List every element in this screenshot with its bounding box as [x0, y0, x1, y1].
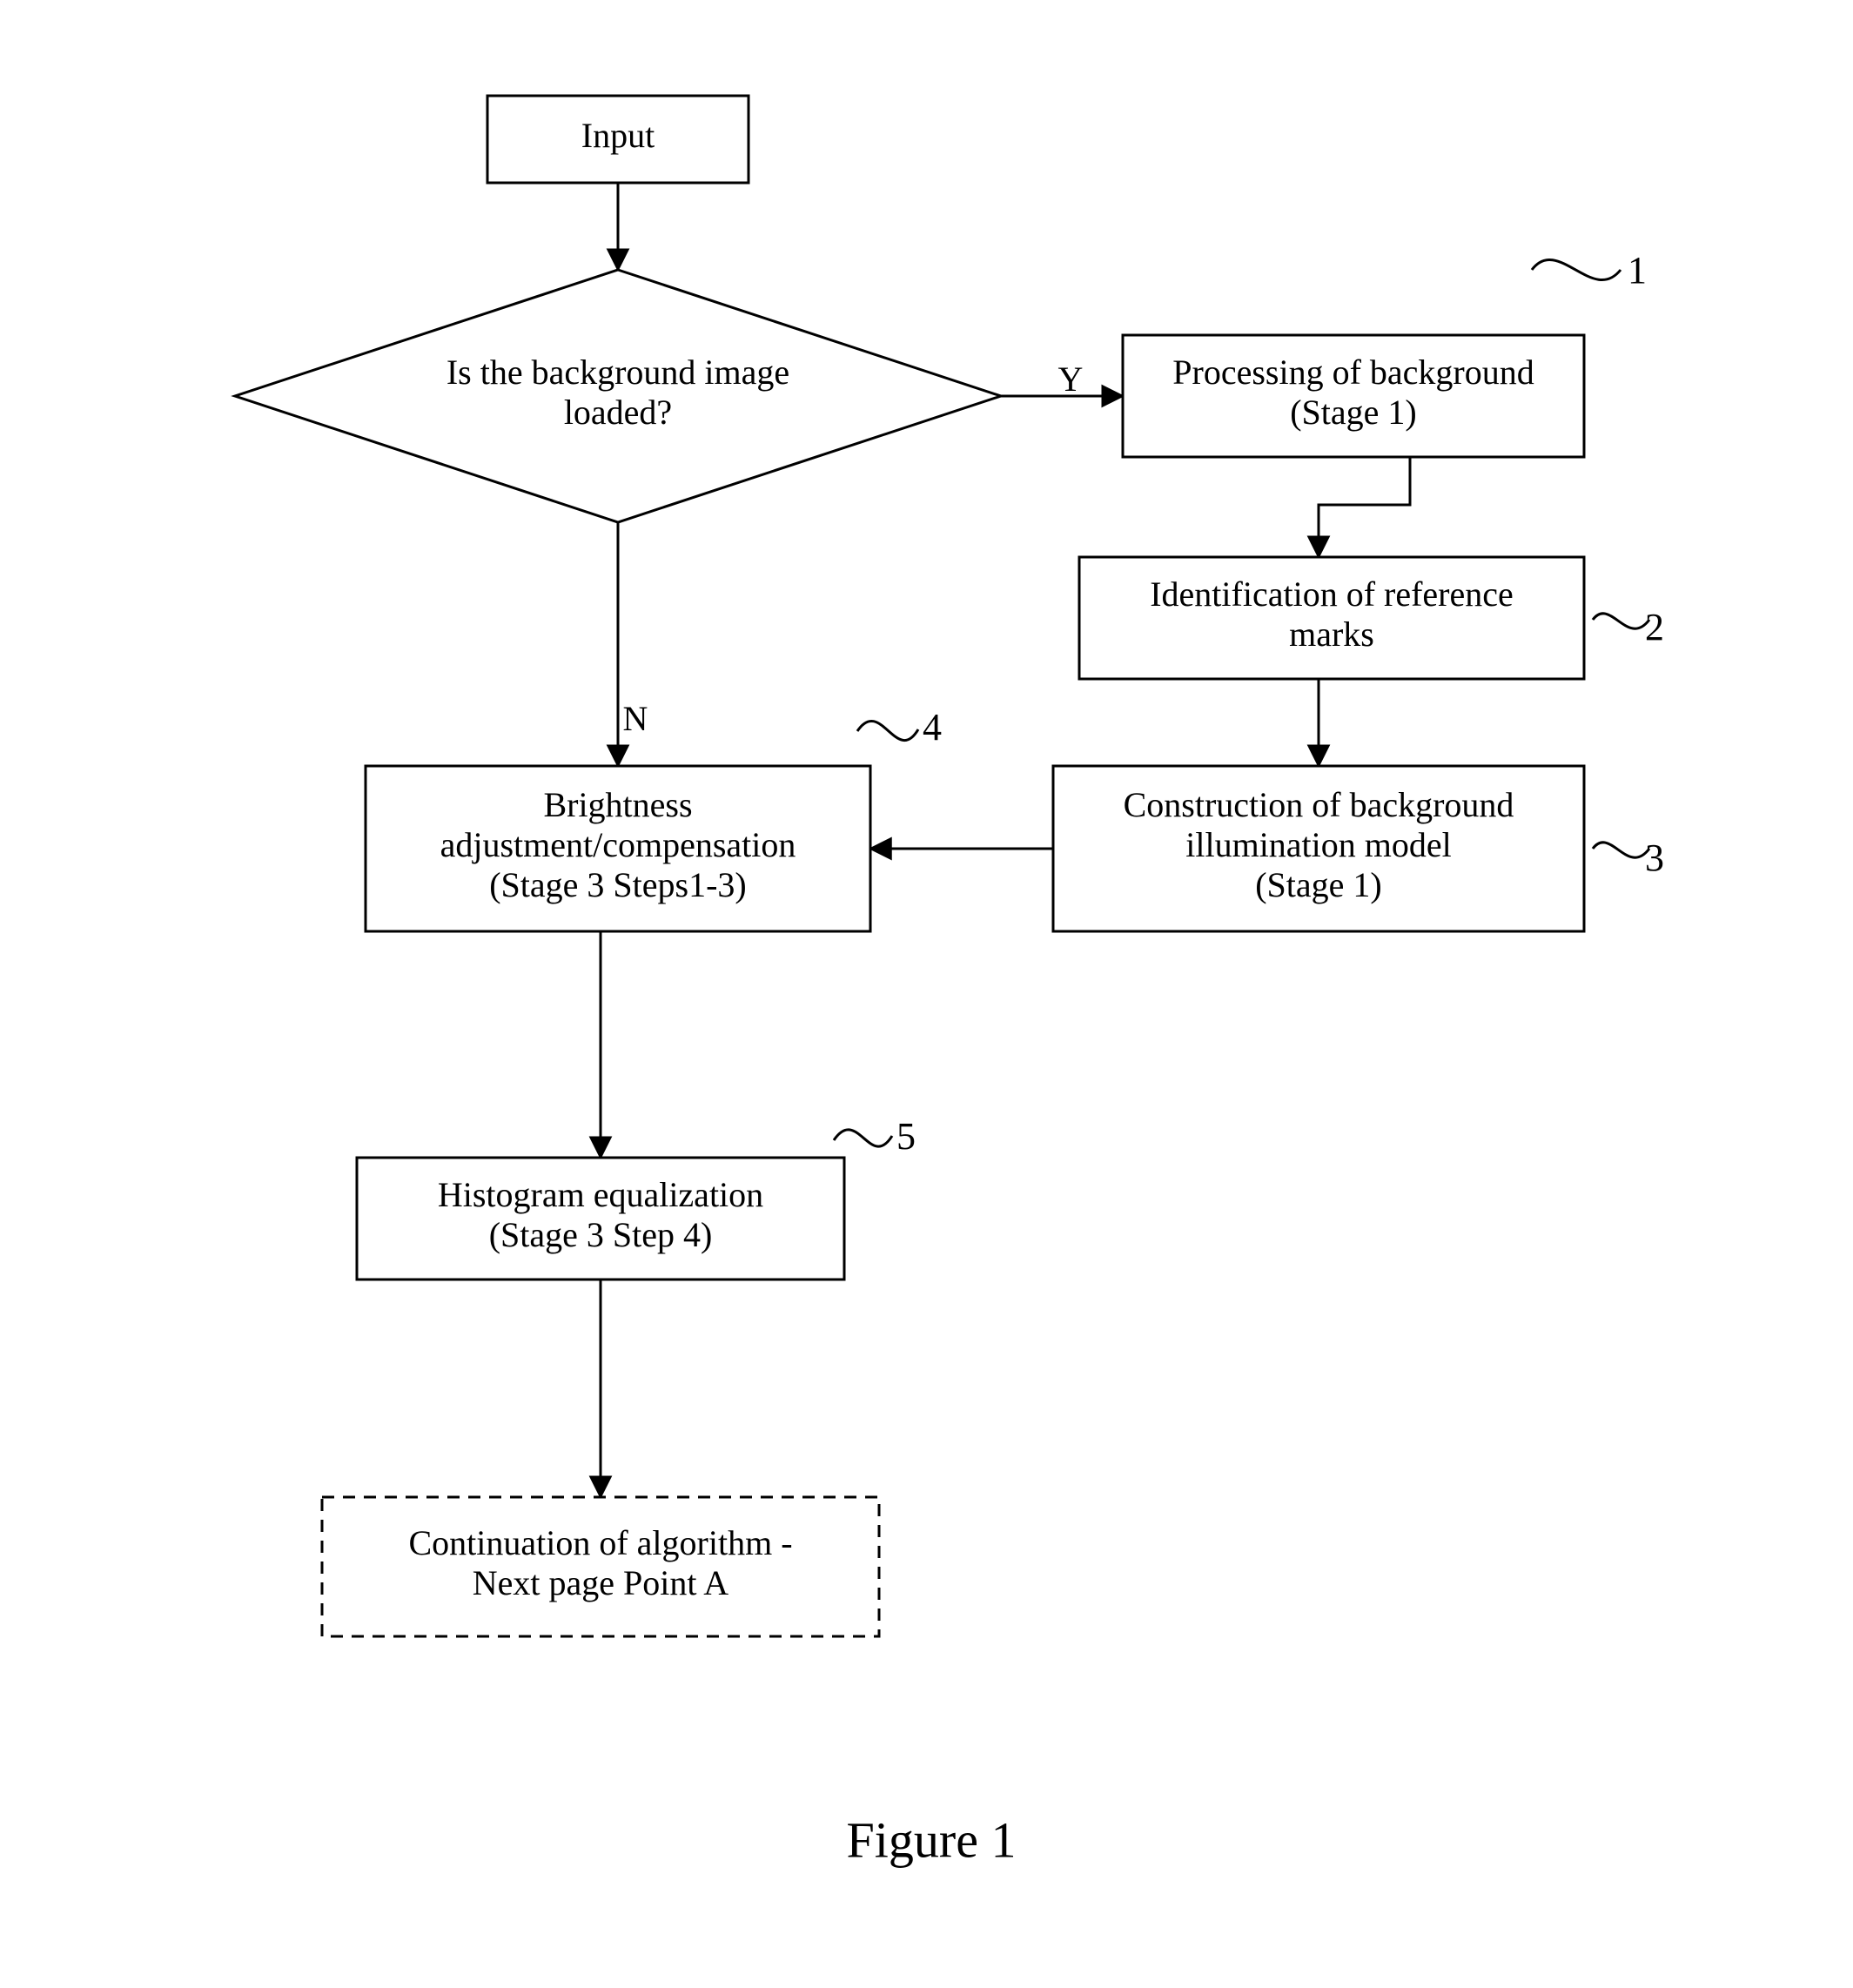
node-proc_bg-text: (Stage 1) [1290, 393, 1417, 432]
node-id_marks-squiggle [1593, 614, 1649, 628]
edge-label-N: N [623, 699, 648, 738]
node-decision-text: loaded? [564, 393, 672, 432]
node-input: Input [487, 96, 749, 183]
node-construct-text: Construction of background [1124, 785, 1514, 824]
edge-label-Y: Y [1058, 359, 1084, 399]
node-proc_bg: Processing of background(Stage 1) 1 [1123, 249, 1647, 457]
node-brightness-text: Brightness [543, 785, 692, 824]
node-construct-text: illumination model [1185, 825, 1452, 864]
node-brightness-text: adjustment/compensation [440, 825, 796, 864]
node-id_marks: Identification of referencemarks 2 [1079, 557, 1664, 679]
node-id_marks-text: marks [1289, 615, 1374, 654]
node-proc_bg-squiggle [1532, 259, 1621, 279]
node-brightness-text: (Stage 3 Steps1-3) [489, 865, 747, 904]
edge-proc_bg-id_marks [1319, 457, 1410, 557]
node-input-text: Input [581, 116, 655, 155]
node-histogram-text: Histogram equalization [438, 1175, 763, 1214]
node-continuation-text: Continuation of algorithm - [408, 1523, 792, 1562]
node-id_marks-ref: 2 [1645, 606, 1664, 648]
node-proc_bg-ref: 1 [1628, 249, 1647, 292]
node-histogram-text: (Stage 3 Step 4) [489, 1215, 713, 1254]
node-decision-text: Is the background image [446, 353, 789, 392]
node-brightness-ref: 4 [923, 706, 942, 749]
node-continuation-text: Next page Point A [473, 1563, 729, 1602]
node-brightness-squiggle [857, 721, 918, 740]
node-decision: Is the background imageloaded? [235, 270, 1001, 522]
figure-caption: Figure 1 [847, 1811, 1017, 1868]
node-histogram-squiggle [834, 1130, 892, 1146]
node-id_marks-text: Identification of reference [1150, 574, 1514, 614]
node-continuation: Continuation of algorithm -Next page Poi… [322, 1497, 879, 1636]
node-histogram-ref: 5 [896, 1115, 916, 1158]
node-proc_bg-text: Processing of background [1172, 353, 1534, 392]
node-construct-text: (Stage 1) [1255, 865, 1382, 904]
node-construct-ref: 3 [1645, 836, 1664, 879]
node-construct: Construction of backgroundillumination m… [1053, 766, 1664, 931]
node-brightness: Brightnessadjustment/compensation(Stage … [366, 706, 942, 931]
flowchart-canvas: Y N Input Is the background imageloaded? Pro… [0, 0, 1853, 1988]
nodes-layer: Input Is the background imageloaded? Proce… [235, 96, 1664, 1636]
node-construct-squiggle [1593, 843, 1649, 857]
node-histogram: Histogram equalization(Stage 3 Step 4) 5 [357, 1115, 916, 1279]
